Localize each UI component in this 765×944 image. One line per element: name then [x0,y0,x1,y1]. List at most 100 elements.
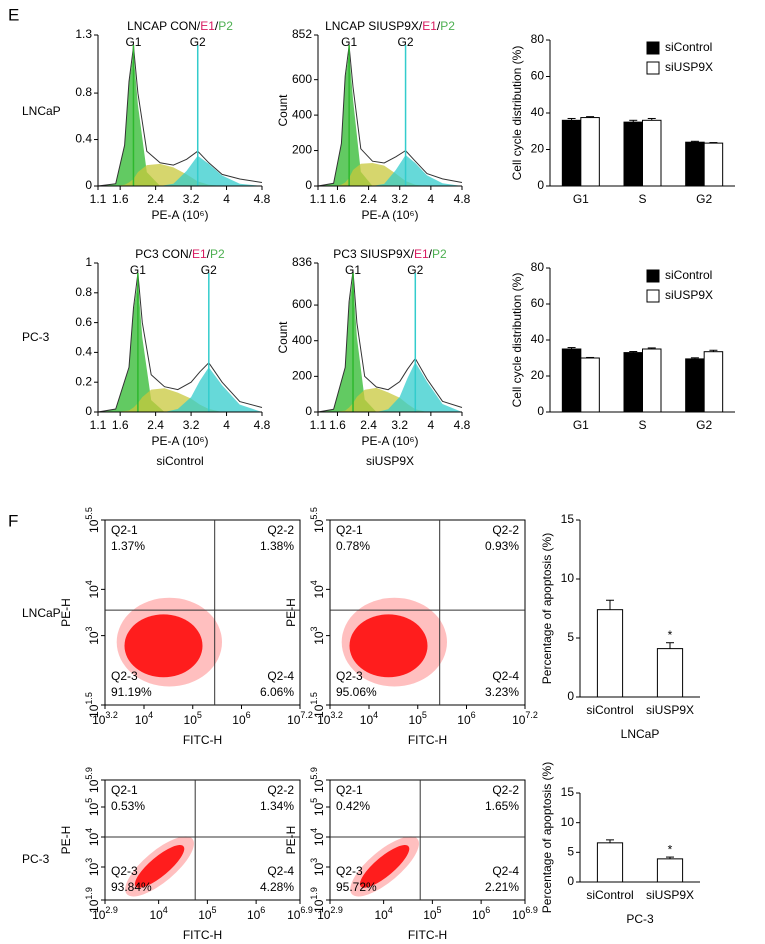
legend-label: siControl [665,268,712,282]
tick-exp: 6 [260,905,265,915]
tick-base: 10 [149,908,163,922]
legend-label: siUSP9X [665,288,713,302]
tick-base: 10 [87,779,101,793]
column-label: siUSP9X [366,454,414,468]
bar [623,121,643,187]
tick-exp: 4 [309,580,319,585]
x-tick-label: siControl [586,888,633,902]
tick-exp: 6.9 [300,905,313,915]
tick-exp: 5 [212,905,217,915]
tick-base: 10 [87,631,101,645]
tick-base: 10 [312,779,326,793]
legend-swatch [646,289,660,303]
quadrant-name: Q2-2 [267,783,294,797]
quadrant-name: Q2-1 [111,523,138,537]
y-axis-label: PE-H [59,826,73,855]
row-label: LNCaP [22,606,61,620]
bar [656,648,684,698]
x-axis-label: FITC-H [183,733,222,747]
x-tick-label: 4.8 [454,192,471,206]
quadrant-name: Q2-3 [111,669,138,683]
y-axis-label: Percentage of apoptosis (%) [540,762,554,913]
tick-label: 107.2 [287,710,313,727]
tick-exp: 4 [84,580,94,585]
y-tick-label: 0.8 [75,85,92,99]
y-tick-label: 60 [531,69,545,83]
tick-label: 104 [374,905,392,922]
x-tick-label: G2 [696,192,712,206]
tick-exp: 3 [309,858,319,863]
title-part: P2 [218,19,233,33]
tick-base: 10 [87,585,101,599]
tick-label: 106.9 [512,905,538,922]
title-part: P2 [210,247,225,261]
x-axis-label: PE-A (10⁶) [362,434,419,448]
tick-base: 10 [87,899,101,913]
bar [642,348,662,413]
title-part: / [207,247,211,261]
tick-label: 105 [84,798,101,816]
tick-label: 104 [149,905,167,922]
tick-base: 10 [247,908,261,922]
gate-label: G1 [345,263,361,277]
column-label: siControl [156,454,203,468]
title-part: / [429,247,433,261]
y-tick-label: 60 [531,296,545,310]
x-tick-label: 1.1 [90,418,107,432]
tick-label: 103 [84,858,101,876]
x-tick-label: 1.1 [90,192,107,206]
bar [596,609,624,698]
quadrant-value: 0.78% [336,539,370,553]
tick-exp: 4 [84,828,94,833]
tick-exp: 2.9 [105,905,118,915]
y-tick-label: 40 [531,332,545,346]
y-axis-label: Percentage of apoptosis (%) [540,533,554,684]
tick-base: 10 [287,908,301,922]
x-tick-label: 2.4 [147,418,164,432]
tick-label: 106 [247,905,265,922]
cloud-core [124,614,203,678]
tick-base: 10 [92,713,106,727]
quadrant-name: Q2-3 [111,864,138,878]
tick-label: 105 [423,905,441,922]
tick-base: 10 [287,713,301,727]
gate-label: G2 [407,263,423,277]
y-tick-label: 0 [305,404,312,418]
tick-exp: 4 [388,905,393,915]
phase-area [318,278,462,412]
fit-line [97,46,263,187]
tick-label: 105.5 [84,507,101,533]
phase-area [98,388,262,412]
y-tick-label: 0 [305,178,312,192]
x-axis-label: PE-A (10⁶) [152,208,209,222]
y-axis-label: Count [276,321,290,354]
y-tick-label: 0.6 [75,315,92,329]
gate-label: G2 [201,263,217,277]
phase-area [98,280,262,412]
quadrant-value: 93.84% [111,880,152,894]
tick-base: 10 [312,899,326,913]
x-tick-label: 1.6 [112,418,129,432]
gate-label: G2 [398,35,414,49]
tick-exp: 5.9 [84,767,94,780]
plot-frame [329,519,526,706]
tick-label: 101.9 [309,887,326,913]
x-tick-label: 1.6 [112,192,129,206]
tick-label: 106 [457,710,475,727]
tick-base: 10 [317,908,331,922]
quadrant-value: 91.19% [111,685,152,699]
title-part: E1 [422,19,437,33]
quadrant-name: Q2-4 [267,669,294,683]
tick-label: 102.9 [92,905,118,922]
tick-base: 10 [472,908,486,922]
x-tick-label: siControl [586,703,633,717]
bar [580,357,600,413]
title-part: / [437,19,441,33]
y-tick-label: 5 [567,845,574,859]
title-part: E1 [192,247,207,261]
x-axis-label: LNCaP [621,727,660,741]
quadrant-name: Q2-3 [336,669,363,683]
y-tick-label: 400 [292,107,312,121]
x-tick-label: 4.8 [254,418,271,432]
y-tick-label: 10 [561,815,575,829]
